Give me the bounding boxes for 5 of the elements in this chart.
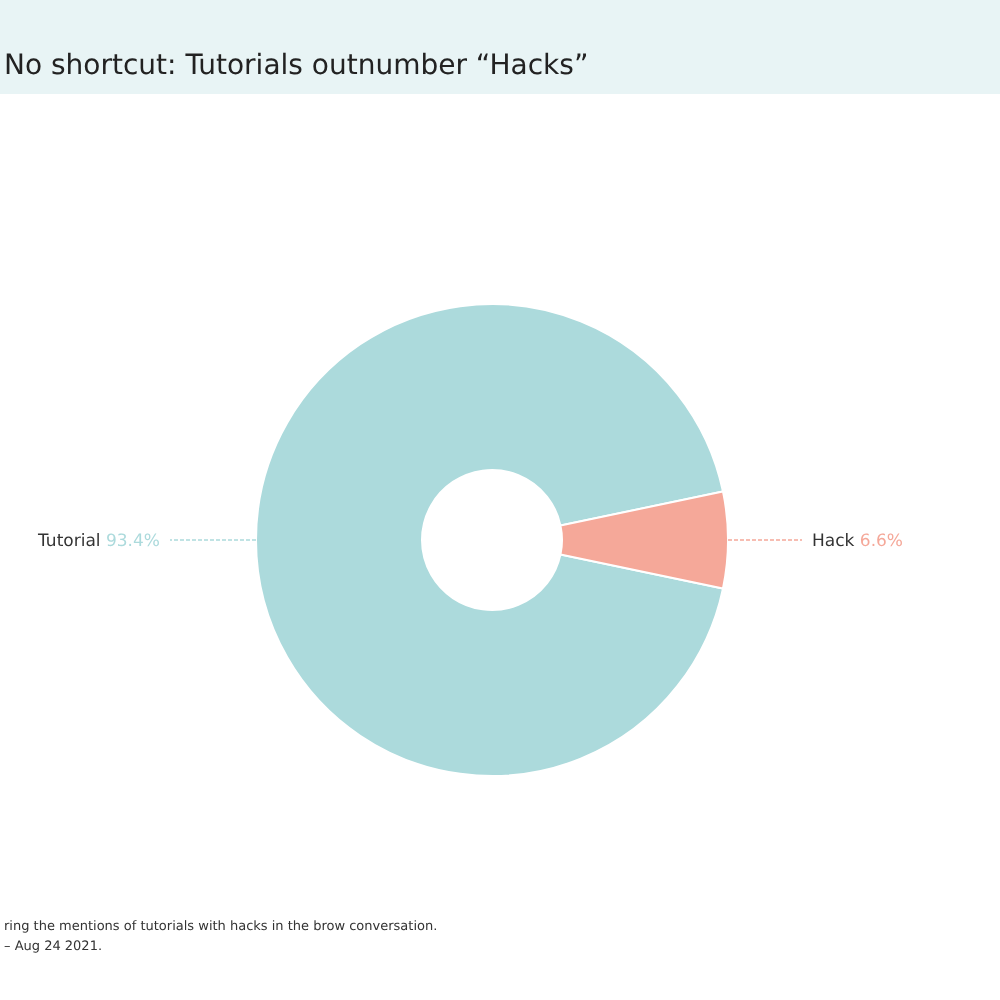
data-label: 6.6% xyxy=(854,532,903,552)
slice-label: Hack xyxy=(812,532,855,552)
slice-label: Tutorial xyxy=(36,532,101,552)
chart-title: No shortcut: Tutorials outnumber “Hacks” xyxy=(4,50,589,82)
data-label: 93.4% xyxy=(100,532,160,552)
